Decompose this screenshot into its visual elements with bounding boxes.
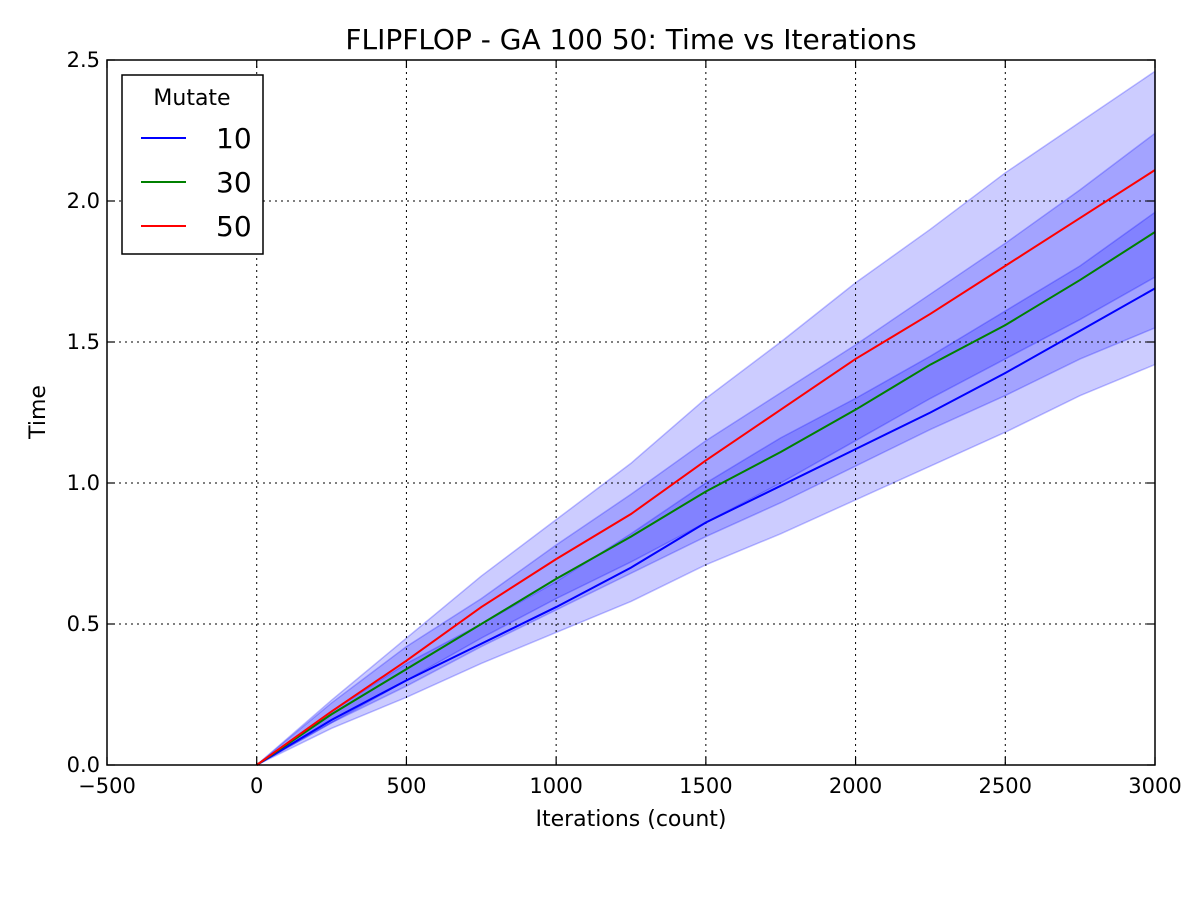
x-tick-label: 3000 bbox=[1128, 774, 1181, 798]
y-tick-label: 1.0 bbox=[67, 471, 100, 495]
chart-title: FLIPFLOP - GA 100 50: Time vs Iterations bbox=[345, 23, 916, 56]
y-tick-label: 0.0 bbox=[67, 753, 100, 777]
x-axis-label: Iterations (count) bbox=[535, 807, 726, 832]
x-tick-label: 500 bbox=[386, 774, 426, 798]
axis-ticks: −500 0 500 1000 1500 2000 2500 3000 0.0 0.5 1.0 1.5… bbox=[67, 48, 1182, 798]
gridlines bbox=[107, 60, 1155, 765]
y-tick-label: 2.5 bbox=[67, 48, 100, 72]
legend-label-50: 50 bbox=[216, 210, 252, 243]
x-tick-label: 1500 bbox=[679, 774, 732, 798]
x-tick-label: 2500 bbox=[979, 774, 1032, 798]
series-lines bbox=[256, 169, 1156, 766]
legend-title: Mutate bbox=[153, 86, 230, 111]
y-tick-label: 2.0 bbox=[67, 189, 100, 213]
series-line-50 bbox=[256, 169, 1156, 766]
x-tick-label: −500 bbox=[78, 774, 136, 798]
legend-label-30: 30 bbox=[216, 166, 252, 199]
legend-label-10: 10 bbox=[216, 122, 252, 155]
y-axis-label: Time bbox=[26, 385, 51, 440]
series-line-30 bbox=[256, 231, 1156, 766]
legend-box bbox=[121, 74, 264, 255]
series-line-10 bbox=[256, 287, 1156, 766]
y-tick-label: 1.5 bbox=[67, 330, 100, 354]
legend-items: 10 30 50 bbox=[141, 122, 252, 243]
x-tick-label: 2000 bbox=[829, 774, 882, 798]
y-tick-label: 0.5 bbox=[67, 612, 100, 636]
plot-frame bbox=[106, 59, 1156, 766]
x-tick-label: 0 bbox=[250, 774, 263, 798]
legend: Mutate 10 30 50 bbox=[121, 74, 264, 255]
x-tick-label: 1000 bbox=[529, 774, 582, 798]
